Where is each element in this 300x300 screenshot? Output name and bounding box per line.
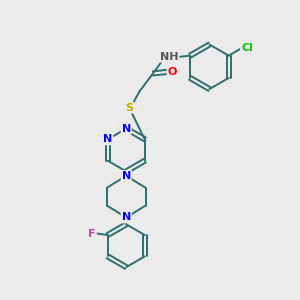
Text: N: N — [122, 212, 131, 223]
Text: O: O — [168, 67, 177, 77]
Text: S: S — [125, 103, 133, 112]
Text: N: N — [103, 134, 112, 144]
Text: F: F — [88, 229, 96, 238]
Text: Cl: Cl — [241, 43, 253, 52]
Text: N: N — [122, 124, 131, 134]
Text: NH: NH — [160, 52, 178, 61]
Text: N: N — [122, 171, 131, 181]
